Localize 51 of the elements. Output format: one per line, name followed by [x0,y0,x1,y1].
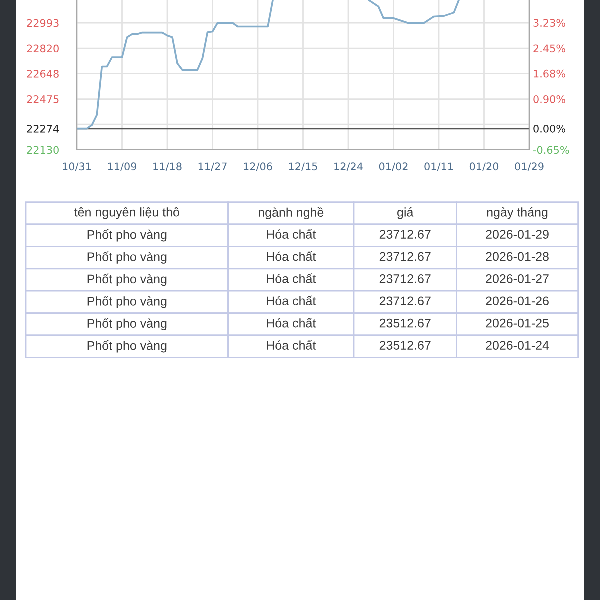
y2-tick-label: 2.45% [534,44,566,53]
text: Phốt pho vàng [88,230,167,242]
text: 23712.67 [380,274,431,284]
text: 2026-01-29 [486,230,549,239]
category-label: ngành nghề [258,207,324,220]
text: 23712.67 [380,296,431,306]
x-tick-label: 01/11 [424,162,454,172]
text: Hóa chất [267,340,316,350]
text: Phốt pho vàng [88,296,167,308]
x-tick-label: 12/06 [244,162,272,172]
y-tick-label: 22475 [27,95,59,104]
x-tick-label: 12/15 [289,162,318,172]
y-tick-label: 22648 [27,70,59,78]
text: 23512.67 [380,318,431,328]
text: 23712.67 [380,252,431,262]
x-tick-label: 11/09 [108,162,137,172]
y2-tick-label: 0.90% [534,95,566,104]
x-tick-label: 10/31 [63,162,92,172]
text: 2026-01-26 [486,296,549,306]
category-label: tên nguyên liệu thô [74,208,180,220]
x-tick-label: 11/27 [198,162,227,172]
x-tick-label: 01/02 [379,162,408,172]
y-tick-label: 22130 [27,146,59,154]
x-tick-label: 01/20 [470,162,499,172]
y-tick-label: 22820 [27,44,59,53]
category-label: giá [398,208,414,220]
x-tick-label: 12/24 [334,162,363,172]
text: Phốt pho vàng [88,318,167,330]
text: 23512.67 [380,341,431,350]
text: Phốt pho vàng [88,340,167,353]
y2-tick-label: 3.23% [534,19,566,28]
text: Hóa chất [267,274,316,284]
text: Phốt pho vàng [88,274,167,286]
text: 2026-01-27 [486,274,549,284]
text: Hóa chất [267,251,316,262]
category-label: ngày tháng [487,208,548,220]
x-tick-label: 11/18 [154,162,182,172]
text: Hóa chất [267,296,316,306]
y2-tick-label: -0.65% [533,146,570,154]
text: Phốt pho vàng [88,252,167,264]
text: 2026-01-28 [486,252,549,262]
text: 2026-01-24 [486,341,550,350]
y-tick-label: 22993 [27,19,59,28]
text: Hóa chất [267,318,316,328]
text: Hóa chất [267,229,316,239]
y2-tick-label: 1.68% [534,70,566,78]
y-tick-label: 22274 [27,125,60,133]
y2-tick-label: 0.00% [534,124,566,133]
text: 2026-01-25 [486,318,549,328]
text: 23712.67 [380,230,431,239]
x-tick-label: 01/29 [515,162,544,172]
